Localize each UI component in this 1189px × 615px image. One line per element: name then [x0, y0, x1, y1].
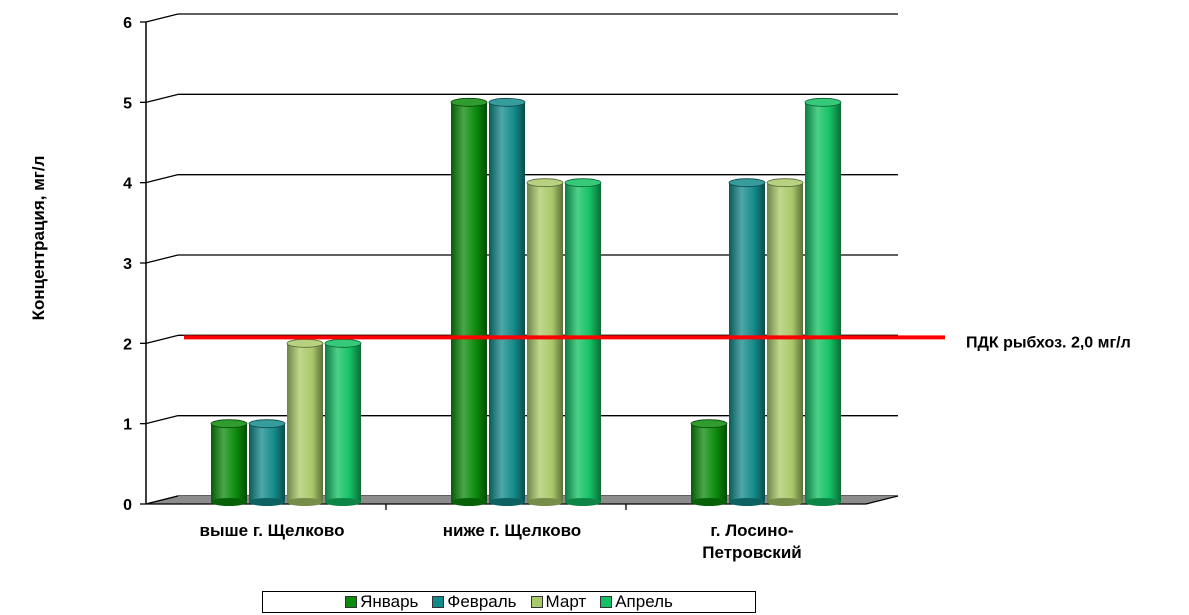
bar [286, 338, 324, 506]
gridline-depth [145, 174, 179, 184]
bar [690, 419, 728, 506]
y-tick-label: 2 [123, 336, 132, 353]
bar [210, 419, 248, 506]
gridline-depth [145, 254, 179, 264]
x-tick-label: г. Лосино- [710, 521, 793, 540]
floor-edge [865, 495, 899, 505]
y-axis-title: Концентрация, мг/л [29, 156, 48, 321]
bar [526, 178, 564, 506]
x-tick-label: ниже г. Щелково [443, 521, 581, 540]
legend-label: Апрель [615, 592, 673, 611]
bar [766, 178, 804, 506]
legend-label: Март [545, 592, 587, 611]
y-tick-label: 4 [123, 176, 132, 193]
y-tick-label: 1 [123, 417, 132, 434]
tick-labels: 0 1 2 3 4 5 6 выше г. Щелково ниже г. Щелково г. … [123, 15, 802, 562]
bars [210, 97, 842, 506]
legend-item: Апрель [600, 592, 673, 612]
reference-line-label: ПДК рыбхоз. 2,0 мг/л [966, 334, 1131, 351]
y-tick-label: 5 [123, 95, 132, 112]
gridline-depth [145, 13, 179, 23]
y-tick-label: 3 [123, 256, 132, 273]
bar [804, 97, 842, 506]
x-tick-label: Петровский [702, 543, 801, 562]
floor-edge [145, 495, 179, 505]
y-tick-label: 0 [123, 497, 132, 514]
bar [564, 178, 602, 506]
legend-swatch [600, 596, 613, 608]
x-tick-label: выше г. Щелково [200, 521, 345, 540]
bar [248, 419, 286, 506]
legend-swatch [530, 596, 543, 608]
legend: Январь Февраль Март Апрель [262, 591, 756, 613]
y-tick-label: 6 [123, 15, 132, 32]
gridline-depth [145, 334, 179, 344]
legend-item: Февраль [432, 592, 517, 612]
legend-label: Февраль [447, 592, 517, 611]
bar [488, 97, 526, 506]
bar [450, 97, 488, 506]
legend-item: Январь [345, 592, 418, 612]
legend-item: Март [530, 592, 587, 612]
legend-swatch [432, 596, 445, 608]
bar [728, 178, 766, 506]
gridline-depth [145, 415, 179, 425]
gridline-depth [145, 93, 179, 103]
legend-swatch [345, 596, 358, 608]
bar [324, 338, 362, 506]
legend-label: Январь [360, 592, 419, 611]
